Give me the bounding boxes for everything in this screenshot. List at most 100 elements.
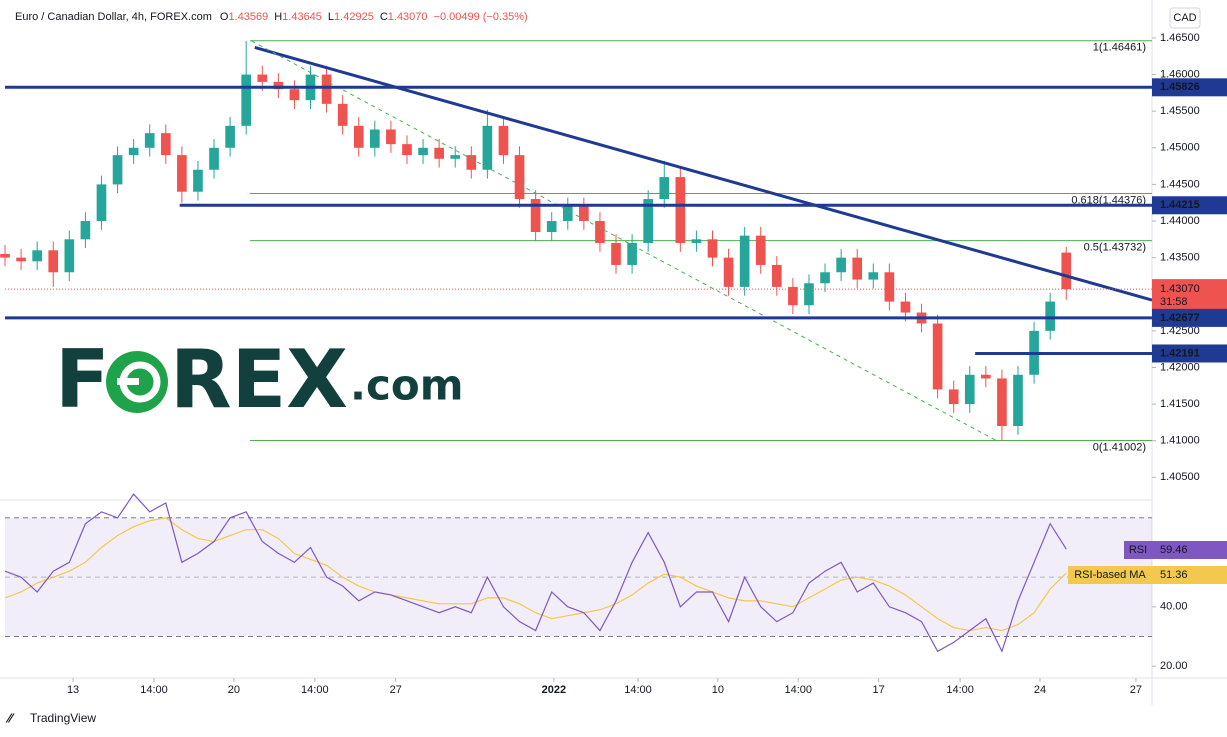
candle-body bbox=[771, 264, 782, 287]
legend-header: Euro / Canadian Dollar, 4h, FOREX.com O1.… bbox=[15, 11, 528, 23]
rsi-name-chip bbox=[1124, 541, 1152, 559]
candle-body bbox=[289, 89, 300, 101]
candle-body bbox=[627, 242, 637, 265]
level-label: 1.42191 bbox=[1160, 347, 1200, 359]
logo-rex: REX bbox=[170, 333, 348, 426]
c-value: 1.43070 bbox=[388, 11, 428, 23]
y-tick-label: 1.45500 bbox=[1160, 105, 1200, 117]
candle-body bbox=[177, 155, 187, 192]
rsi-value: 59.46 bbox=[1160, 544, 1188, 556]
candle-body bbox=[868, 272, 879, 280]
rsi-tick-label: 20.00 bbox=[1160, 660, 1188, 672]
o-value: 1.43569 bbox=[228, 11, 268, 23]
candle-body bbox=[482, 125, 493, 170]
fib-label: 0.5(1.43732) bbox=[1084, 242, 1146, 254]
currency[interactable]: CAD bbox=[1173, 12, 1196, 24]
x-tick-label: 17 bbox=[873, 684, 885, 696]
rsi-ma-line bbox=[4, 517, 1067, 632]
candle-body bbox=[241, 74, 252, 126]
x-tick-label: 14:00 bbox=[946, 684, 974, 696]
y-tick-label: 1.44500 bbox=[1160, 178, 1200, 190]
candle-body bbox=[386, 129, 396, 145]
candle-body bbox=[112, 155, 123, 185]
fib-label: 0(1.41002) bbox=[1093, 441, 1146, 453]
y-tick-label: 1.42500 bbox=[1160, 325, 1200, 337]
y-tick-label: 1.44000 bbox=[1160, 215, 1200, 227]
candle-body bbox=[739, 235, 750, 287]
x-tick-label: 24 bbox=[1034, 684, 1046, 696]
candle-body bbox=[755, 235, 766, 265]
y-tick-label: 1.43500 bbox=[1160, 252, 1200, 264]
candle-body bbox=[434, 147, 444, 159]
ma-name-chip bbox=[1068, 566, 1152, 584]
y-tick-label: 1.40500 bbox=[1160, 471, 1200, 483]
x-tick-label: 27 bbox=[390, 684, 402, 696]
candle-body bbox=[0, 253, 10, 258]
candle-body bbox=[691, 239, 702, 243]
rsi-value-chip bbox=[1152, 541, 1227, 559]
candle-body bbox=[418, 147, 428, 156]
candle-body bbox=[948, 389, 959, 405]
change: −0.00499 (−0.35%) bbox=[434, 11, 528, 23]
fib-label: 1(1.46461) bbox=[1093, 42, 1146, 54]
fib-label: 0.618(1.44376) bbox=[1071, 194, 1146, 206]
y-tick-label: 1.45000 bbox=[1160, 142, 1200, 154]
candle-body bbox=[144, 133, 155, 148]
candle-body bbox=[450, 155, 461, 159]
symbol: Euro / Canadian Dollar, 4h, FOREX.com bbox=[15, 11, 212, 23]
candle-body bbox=[997, 378, 1007, 427]
c-label: C bbox=[380, 11, 388, 23]
candle-body bbox=[675, 177, 686, 243]
y-tick-label: 1.41500 bbox=[1160, 398, 1200, 410]
x-tick-label: 14:00 bbox=[784, 684, 812, 696]
y-tick-label: 1.46500 bbox=[1160, 32, 1200, 44]
y-tick-label: 1.46000 bbox=[1160, 68, 1200, 80]
candle-body bbox=[611, 242, 621, 265]
x-tick-label: 27 bbox=[1130, 684, 1142, 696]
candle-body bbox=[964, 374, 975, 405]
candle-body bbox=[932, 323, 943, 390]
candle-body bbox=[1061, 252, 1072, 290]
x-tick-label: 14:00 bbox=[624, 684, 652, 696]
h-label: H bbox=[274, 11, 282, 23]
candle-body bbox=[707, 239, 718, 258]
candle-body bbox=[1013, 374, 1023, 427]
level-label: 1.42677 bbox=[1160, 312, 1200, 324]
logo-o-bar bbox=[117, 378, 139, 385]
candle-body bbox=[981, 374, 991, 379]
trendline bbox=[254, 46, 1153, 302]
candle-body bbox=[595, 221, 605, 243]
candle-body bbox=[32, 250, 42, 262]
x-tick-label: 13 bbox=[67, 684, 79, 696]
candle-body bbox=[643, 199, 654, 243]
level-label: 1.45826 bbox=[1160, 81, 1200, 93]
candle-body bbox=[723, 257, 734, 287]
candle-body bbox=[498, 125, 509, 156]
currency-box[interactable] bbox=[1169, 7, 1201, 29]
candle-body bbox=[804, 283, 814, 306]
candle-body bbox=[353, 125, 364, 148]
candle-body bbox=[16, 257, 26, 262]
candle-body bbox=[836, 257, 846, 273]
trendline bbox=[251, 40, 997, 442]
candle-body bbox=[852, 257, 863, 280]
l-value: 1.42925 bbox=[334, 11, 374, 23]
x-tick-label: 2022 bbox=[542, 684, 566, 696]
x-tick-label: 14:00 bbox=[140, 684, 168, 696]
rsi-line bbox=[4, 493, 1067, 653]
candle-body bbox=[884, 272, 895, 302]
candle-body bbox=[466, 155, 477, 170]
y-tick-label: 1.41000 bbox=[1160, 435, 1200, 447]
ma-name: RSI-based MA bbox=[1074, 569, 1146, 581]
ma-value-chip bbox=[1152, 566, 1227, 584]
x-tick-label: 10 bbox=[712, 684, 724, 696]
rsi-name: RSI bbox=[1129, 544, 1147, 556]
level-chip bbox=[1152, 344, 1227, 363]
rsi-tick-label: 40.00 bbox=[1160, 601, 1188, 613]
level-chip bbox=[1152, 196, 1227, 215]
candle-body bbox=[337, 103, 348, 126]
level-chip bbox=[1152, 308, 1227, 327]
candle-body bbox=[530, 199, 541, 232]
